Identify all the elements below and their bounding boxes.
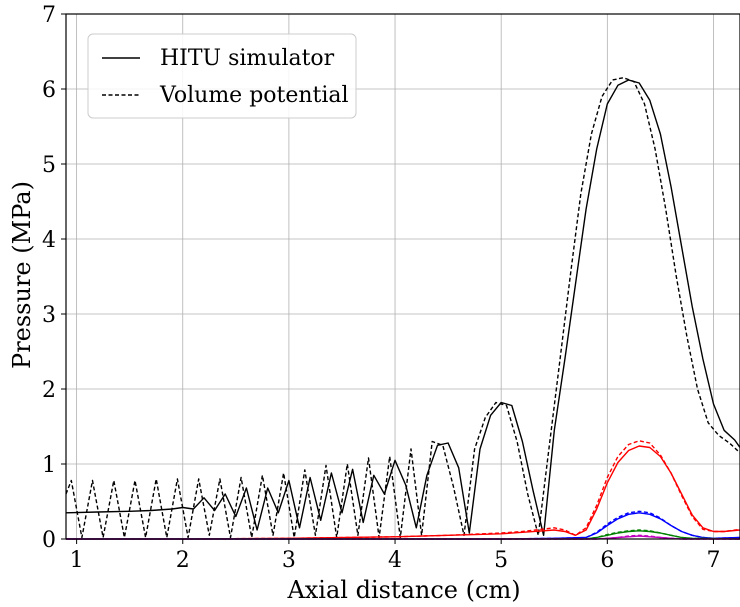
series-line-0-solid	[65, 79, 740, 536]
y-axis-label: Pressure (MPa)	[8, 181, 36, 369]
x-tick-label: 7	[706, 548, 720, 573]
x-tick-label: 6	[600, 548, 614, 573]
y-tick-label: 7	[42, 3, 56, 28]
legend-label-hitu: HITU simulator	[160, 46, 335, 71]
legend-label-volume: Volume potential	[159, 83, 349, 108]
x-tick-label: 5	[494, 548, 508, 573]
x-tick-label: 1	[70, 548, 84, 573]
y-tick-label: 2	[42, 378, 56, 403]
series-layer	[65, 76, 740, 540]
series-line-3-dashed	[66, 440, 740, 540]
y-tick-label: 0	[42, 528, 56, 553]
y-tick-label: 1	[42, 453, 56, 478]
y-tick-label: 6	[42, 78, 56, 103]
legend-box	[87, 33, 357, 119]
y-tick-label: 4	[42, 228, 56, 253]
series-line-6-solid	[66, 530, 740, 540]
legend: HITU simulator Volume potential	[87, 33, 357, 119]
series-line-9-dashed	[66, 534, 740, 540]
grid-lines	[66, 13, 740, 540]
series-line-7-dashed	[66, 529, 740, 540]
series-line-5-dashed	[66, 510, 740, 540]
x-tick-label: 2	[176, 548, 190, 573]
y-tick-label: 3	[42, 303, 56, 328]
x-tick-label: 3	[282, 548, 296, 573]
x-tick-label: 4	[388, 548, 402, 573]
series-line-2-solid	[66, 445, 740, 540]
y-tick-label: 5	[42, 153, 56, 178]
x-axis-label: Axial distance (cm)	[286, 576, 520, 604]
axes-frame	[65, 13, 740, 540]
series-line-1-dashed	[65, 76, 740, 539]
